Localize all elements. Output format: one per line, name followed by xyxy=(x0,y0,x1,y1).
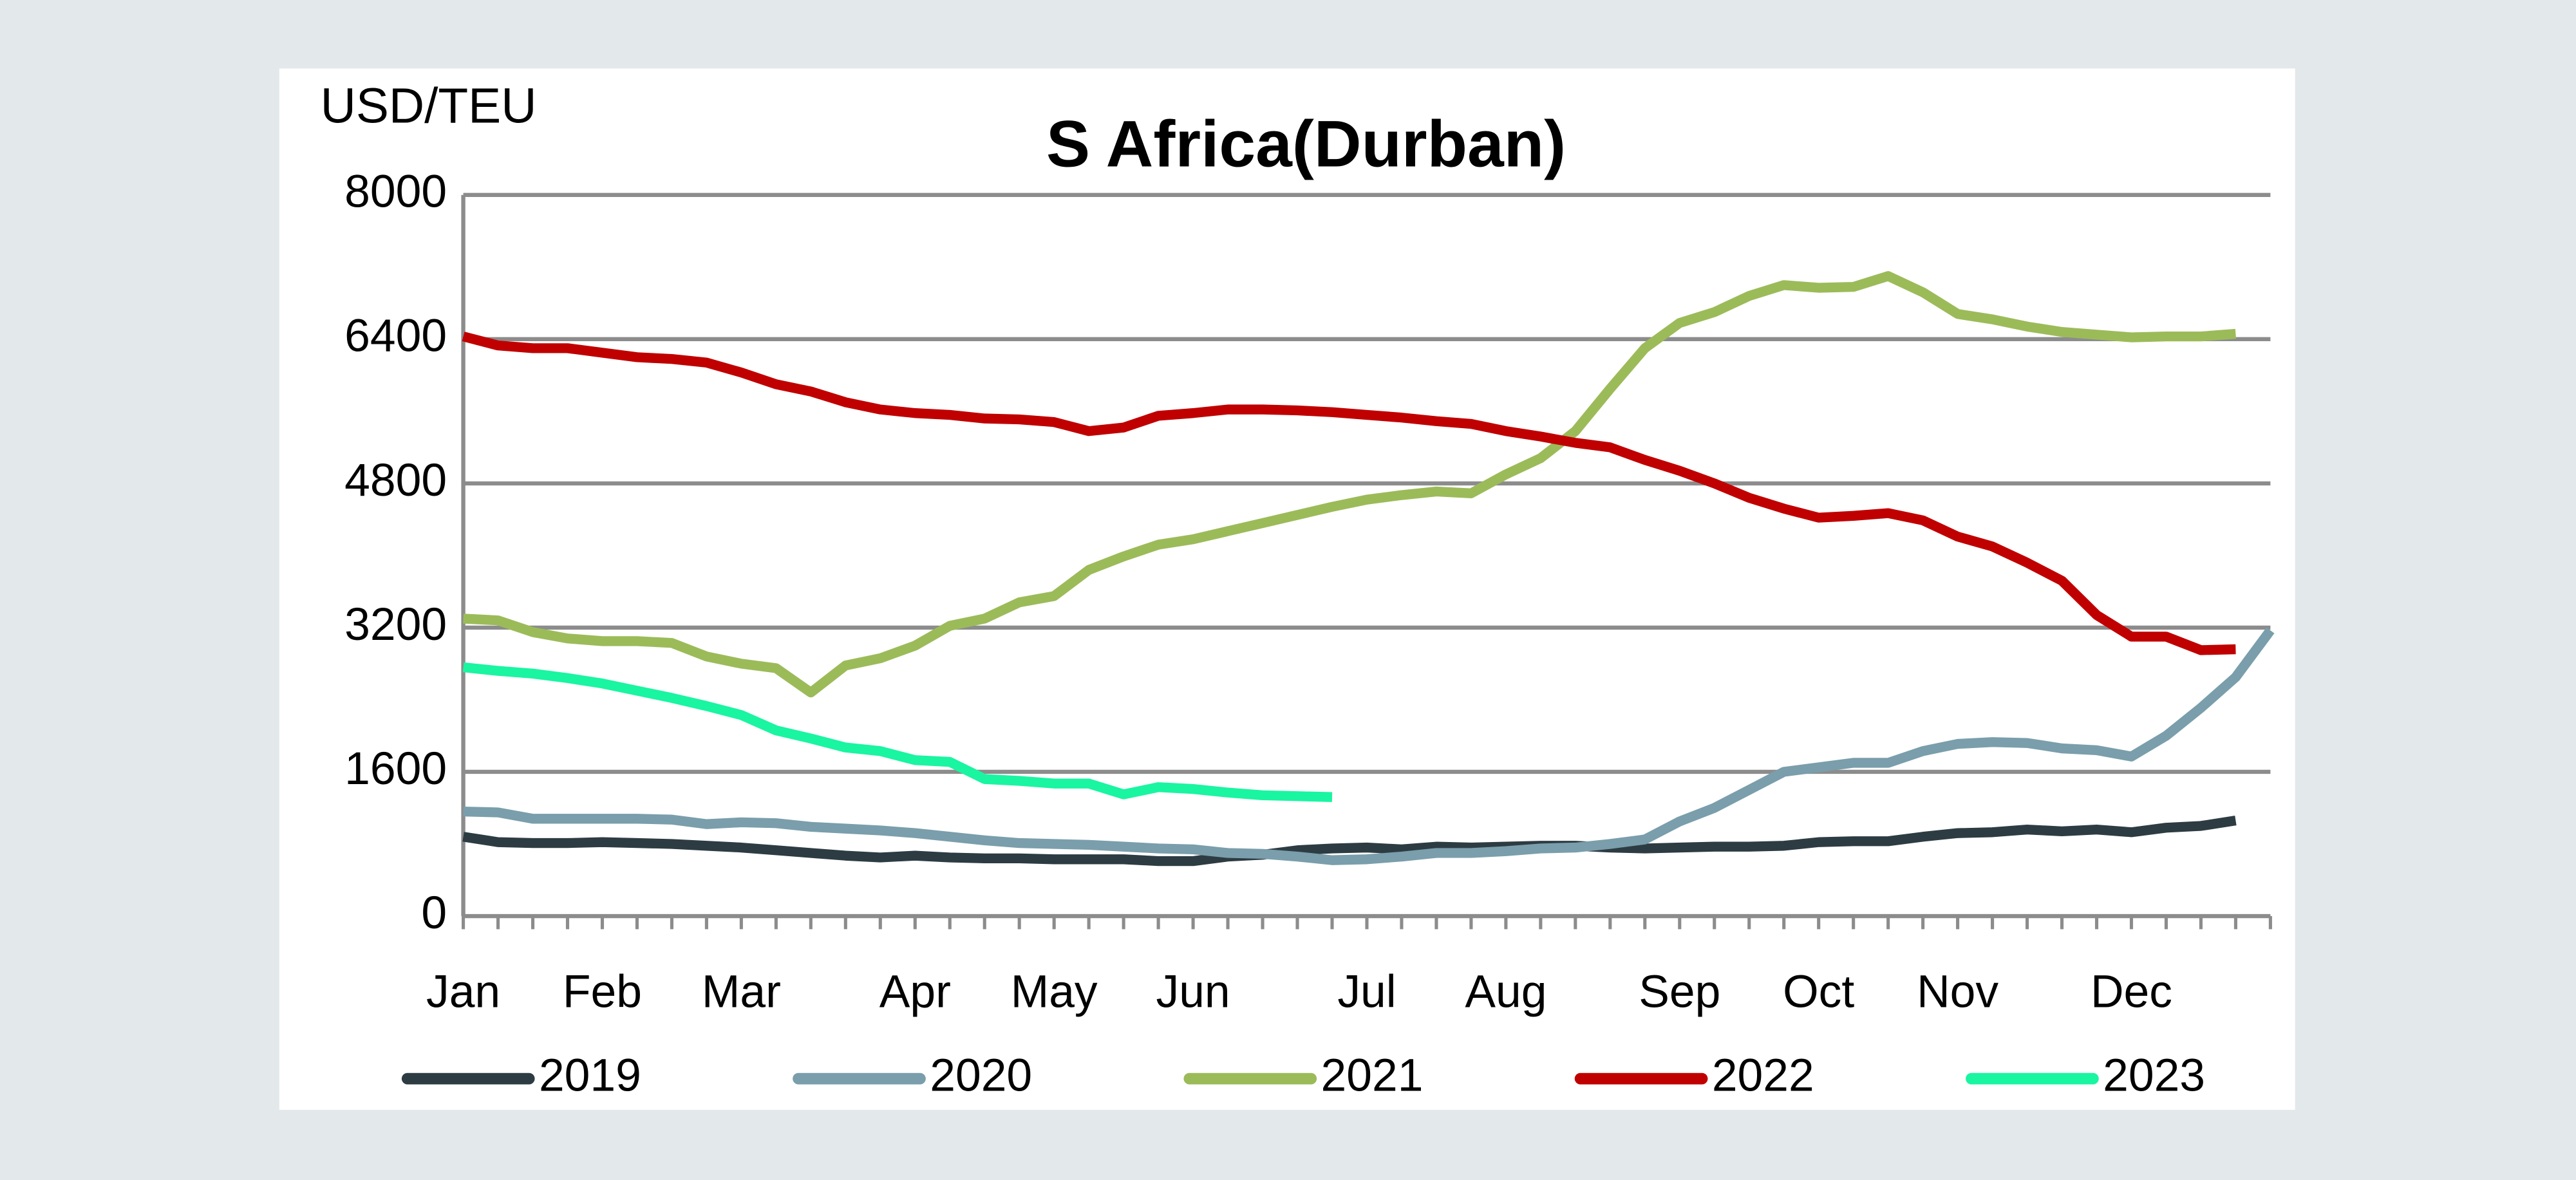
x-tick-label: Dec xyxy=(2091,966,2172,1017)
series-line xyxy=(463,627,2275,865)
x-tick-label: Sep xyxy=(1639,966,1720,1017)
y-tick-label: 0 xyxy=(421,887,447,939)
legend-label: 2022 xyxy=(1712,1049,1814,1101)
series-line xyxy=(462,662,1333,802)
y-axis-label: USD/TEU xyxy=(321,79,537,133)
x-tick-label: Nov xyxy=(1917,966,1998,1017)
series-line xyxy=(462,332,2236,655)
x-tick-label: Feb xyxy=(563,966,642,1017)
x-tick-label: Mar xyxy=(702,966,781,1017)
x-tick-label: May xyxy=(1011,966,1098,1017)
legend-label: 2021 xyxy=(1321,1049,1424,1101)
x-tick-label: Jul xyxy=(1337,966,1396,1017)
legend-label: 2019 xyxy=(539,1049,641,1101)
chart-title: S Africa(Durban) xyxy=(1046,107,1566,180)
chart-panel xyxy=(279,68,2295,1110)
y-tick-label: 3200 xyxy=(344,599,447,650)
x-tick-label: Jan xyxy=(426,966,500,1017)
y-tick-label: 6400 xyxy=(344,310,447,362)
x-tick-label: Aug xyxy=(1465,966,1547,1017)
y-tick-label: 8000 xyxy=(344,166,447,218)
x-tick-label: Oct xyxy=(1783,966,1854,1017)
legend-label: 2023 xyxy=(2103,1049,2205,1101)
series-line xyxy=(462,816,2237,866)
series-line xyxy=(463,271,2237,698)
x-tick-label: Jun xyxy=(1156,966,1230,1017)
x-tick-label: Apr xyxy=(879,966,951,1017)
legend-label: 2020 xyxy=(930,1049,1032,1101)
y-tick-label: 4800 xyxy=(344,454,447,506)
y-tick-label: 1600 xyxy=(344,743,447,794)
